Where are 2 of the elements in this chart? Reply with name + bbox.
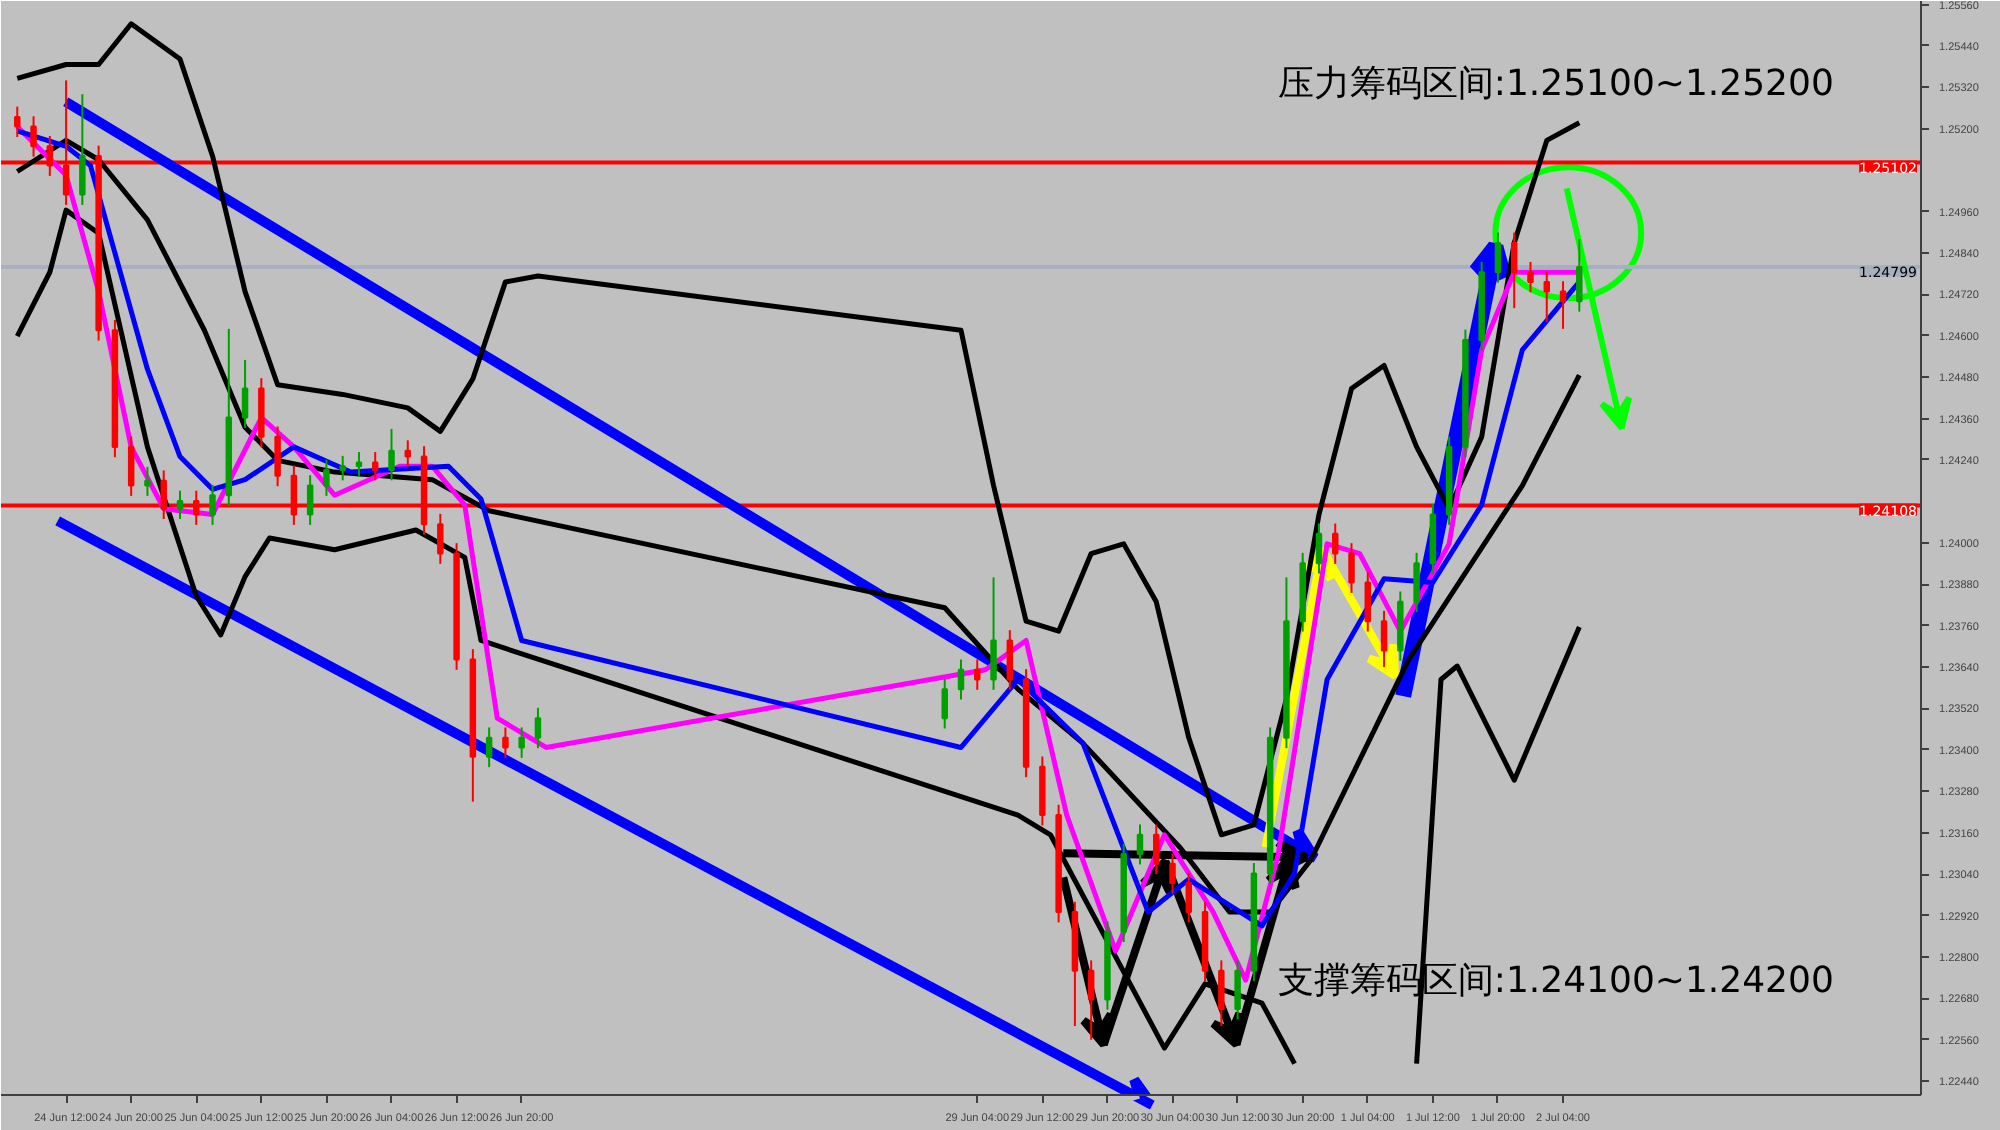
annotation: 支撑筹码区间:1.24100~1.24200	[1277, 960, 1834, 1003]
annotation: 压力筹码区间:1.25100~1.25200	[1277, 62, 1834, 105]
